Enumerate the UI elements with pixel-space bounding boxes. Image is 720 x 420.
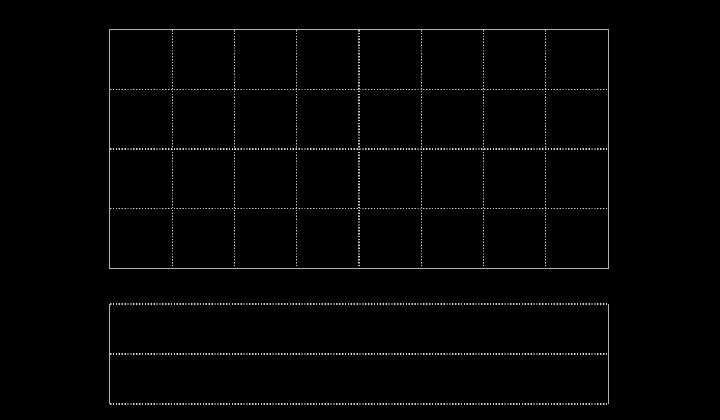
bottom-subplot (109, 303, 609, 405)
horizontal-gridline (110, 148, 608, 150)
horizontal-gridline (110, 353, 608, 355)
horizontal-gridline (110, 403, 608, 405)
vertical-gridline (233, 30, 236, 268)
vertical-gridline (545, 30, 547, 268)
vertical-gridline (482, 30, 485, 268)
vertical-gridline (358, 30, 360, 268)
top-subplot (109, 29, 609, 269)
vertical-gridline (296, 30, 298, 268)
horizontal-gridline (110, 88, 608, 91)
horizontal-gridline (110, 303, 608, 305)
vertical-gridline (171, 30, 173, 268)
horizontal-gridline (110, 207, 608, 210)
vertical-gridline (420, 30, 422, 268)
